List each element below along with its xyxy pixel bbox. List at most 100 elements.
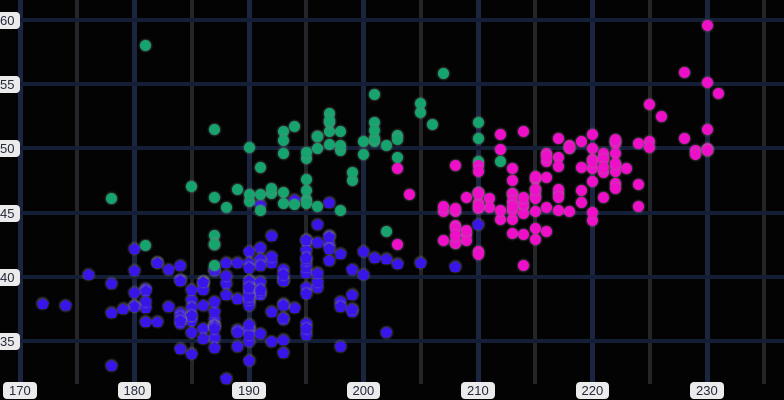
data-point-blue: [378, 251, 394, 267]
data-point-magenta: [630, 198, 646, 214]
circle-marker: [449, 222, 461, 234]
data-point-magenta: [573, 134, 589, 150]
circle-marker: [712, 87, 724, 99]
data-point-blue: [356, 243, 371, 259]
data-point-magenta: [470, 198, 486, 214]
data-point-blue: [218, 370, 234, 386]
circle-marker: [609, 133, 621, 145]
data-point-blue: [264, 333, 280, 349]
pentagon-marker: [300, 322, 313, 334]
data-point-magenta: [585, 140, 600, 156]
data-point-blue: [321, 194, 337, 210]
pentagon-marker: [472, 218, 484, 230]
data-point-magenta: [550, 158, 566, 174]
circle-marker: [472, 187, 484, 199]
x-minor-gridline: [647, 0, 652, 384]
data-point-green: [298, 196, 314, 212]
pentagon-marker: [185, 284, 198, 296]
pentagon-marker: [139, 295, 152, 307]
data-point-magenta: [504, 161, 520, 177]
circle-marker: [552, 204, 564, 216]
circle-marker: [587, 207, 598, 219]
data-point-green: [241, 139, 257, 155]
data-point-magenta: [550, 189, 566, 205]
circle-marker: [254, 189, 266, 201]
data-point-blue: [275, 266, 291, 282]
data-point-magenta: [642, 139, 658, 155]
circle-marker: [300, 198, 312, 210]
pentagon-marker: [162, 300, 175, 312]
data-point-blue: [298, 320, 314, 336]
y-tick-label: 45: [0, 204, 21, 222]
data-point-magenta: [516, 189, 532, 205]
data-point-blue: [172, 341, 188, 357]
pentagon-marker: [128, 300, 141, 312]
pentagon-marker: [208, 331, 221, 343]
data-point-magenta: [390, 161, 406, 177]
data-point-green: [390, 149, 406, 165]
data-point-green: [333, 124, 349, 140]
circle-marker: [495, 204, 507, 216]
circle-marker: [472, 200, 484, 212]
pentagon-marker: [105, 307, 118, 319]
data-point-magenta: [539, 148, 555, 164]
circle-marker: [415, 106, 427, 118]
pentagon-marker: [185, 294, 198, 306]
pentagon-marker: [380, 326, 393, 338]
data-point-blue: [344, 261, 360, 277]
data-point-green: [207, 237, 223, 253]
pentagon-marker: [243, 281, 255, 293]
x-tick-label: 200: [346, 382, 381, 399]
circle-marker: [541, 226, 553, 238]
data-point-blue: [252, 257, 268, 273]
data-point-magenta: [630, 176, 646, 192]
data-point-blue: [35, 296, 51, 312]
data-point-magenta: [688, 147, 704, 163]
circle-marker: [300, 185, 312, 197]
pentagon-marker: [220, 372, 233, 384]
pentagon-marker: [197, 284, 210, 296]
data-point-magenta: [539, 170, 555, 186]
circle-marker: [335, 140, 347, 152]
data-point-green: [390, 131, 406, 147]
pentagon-marker: [197, 322, 210, 334]
circle-marker: [609, 166, 621, 177]
circle-marker: [369, 88, 381, 100]
data-point-magenta: [504, 198, 520, 214]
y-gridline: [10, 339, 784, 343]
pentagon-marker: [231, 293, 244, 305]
pentagon-marker: [391, 258, 404, 270]
x-major-gridline: [17, 0, 23, 384]
data-point-green: [287, 119, 303, 135]
circle-marker: [254, 162, 266, 174]
pentagon-marker: [368, 252, 381, 264]
data-point-blue: [390, 256, 406, 272]
data-point-green: [310, 140, 326, 156]
data-point-green: [264, 180, 280, 196]
data-point-magenta: [573, 183, 589, 199]
circle-marker: [392, 239, 404, 251]
pentagon-marker: [300, 287, 313, 299]
circle-marker: [552, 151, 564, 163]
data-point-blue: [104, 275, 120, 291]
circle-marker: [483, 192, 495, 204]
data-point-blue: [184, 282, 200, 298]
circle-marker: [495, 155, 507, 167]
pentagon-marker: [174, 275, 187, 287]
circle-marker: [598, 162, 610, 174]
pentagon-marker: [139, 316, 152, 328]
pentagon-marker: [380, 253, 393, 265]
data-point-magenta: [447, 157, 463, 173]
circle-marker: [438, 200, 450, 212]
circle-marker: [289, 199, 301, 211]
circle-marker: [449, 230, 461, 242]
data-point-green: [310, 129, 326, 145]
data-point-green: [138, 38, 154, 54]
data-point-blue: [230, 338, 246, 354]
pentagon-marker: [139, 285, 152, 297]
data-point-magenta: [550, 130, 566, 146]
data-point-blue: [241, 316, 257, 332]
data-point-magenta: [699, 75, 715, 91]
data-point-green: [470, 115, 486, 131]
pentagon-marker: [128, 286, 141, 298]
